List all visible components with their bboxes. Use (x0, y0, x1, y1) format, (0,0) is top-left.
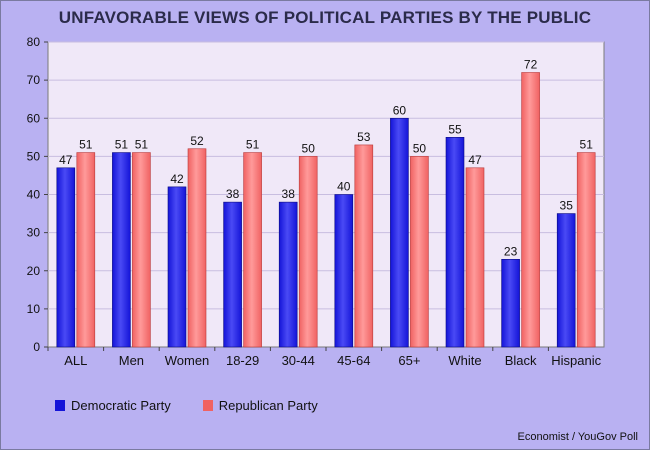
bar-republican-65+ (410, 156, 429, 348)
bar-democratic-all (56, 167, 76, 348)
bar-democratic-65+ (390, 117, 409, 348)
bars (56, 72, 596, 348)
bar-republican-18-29 (243, 152, 262, 348)
x-tick-label: Men (119, 353, 144, 368)
x-tick-label: Black (505, 353, 537, 368)
bar-democratic-hispanic (556, 213, 576, 348)
bar-democratic-white (445, 137, 465, 348)
y-tick-label: 20 (27, 264, 41, 278)
data-label-democratic: 55 (448, 122, 462, 136)
legend-swatch-democratic (55, 400, 65, 411)
axes: 0 10 20 30 40 50 60 70 80 ALL Men Women 18-29 30-44 45… (27, 35, 602, 368)
source-note: Economist / YouGov Poll (517, 431, 638, 443)
bar-republican-45-64 (354, 144, 374, 348)
x-tick-label: Women (165, 353, 210, 368)
y-tick-label: 50 (27, 149, 41, 163)
data-label-democratic: 51 (115, 138, 129, 152)
x-tick-label: 45-64 (337, 353, 370, 368)
bar-democratic-women (167, 186, 187, 348)
data-label-republican: 51 (79, 138, 93, 152)
x-tick-label: 65+ (398, 353, 420, 368)
bar-republican-black (521, 72, 540, 348)
chart-title: UNFAVORABLE VIEWS OF POLITICAL PARTIES B… (58, 8, 592, 27)
bar-republican-men (132, 152, 151, 348)
data-label-democratic: 40 (337, 180, 351, 194)
bar-republican-all (76, 152, 96, 348)
data-label-democratic: 38 (226, 187, 240, 201)
data-label-democratic: 38 (282, 187, 296, 201)
y-tick-label: 40 (27, 188, 41, 202)
data-label-republican: 50 (413, 141, 427, 155)
data-label-democratic: 47 (59, 153, 73, 167)
bar-republican-30-44 (298, 156, 318, 348)
bar-republican-white (465, 167, 485, 348)
data-label-republican: 51 (135, 138, 149, 152)
y-tick-label: 80 (27, 35, 41, 49)
bar-democratic-black (501, 259, 520, 348)
legend: Democratic Party Republican Party (55, 398, 318, 413)
data-label-republican: 52 (190, 134, 204, 148)
x-tick-label: 30-44 (282, 353, 315, 368)
data-label-democratic: 60 (393, 103, 407, 117)
data-label-republican: 72 (524, 58, 538, 72)
data-label-republican: 50 (302, 141, 316, 155)
bar-republican-women (187, 148, 207, 348)
data-label-republican: 51 (580, 138, 594, 152)
data-label-democratic: 23 (504, 244, 518, 258)
bar-democratic-men (112, 152, 131, 348)
legend-label-republican: Republican Party (218, 398, 318, 413)
bar-democratic-30-44 (278, 201, 298, 348)
y-tick-label: 10 (27, 302, 41, 316)
y-tick-label: 70 (27, 73, 41, 87)
data-label-republican: 53 (357, 130, 371, 144)
x-tick-label: Hispanic (551, 353, 601, 368)
bar-democratic-45-64 (334, 194, 354, 348)
x-tick-label: White (448, 353, 481, 368)
legend-item-republican: Republican Party (202, 398, 318, 413)
data-labels: 47 51 51 51 42 52 38 51 38 50 40 53 60 50 55 47 23 72 35 51 (59, 58, 593, 259)
bar-republican-hispanic (576, 152, 596, 348)
data-label-republican: 47 (468, 153, 482, 167)
x-tick-label: ALL (64, 353, 87, 368)
bar-democratic-18-29 (223, 201, 242, 348)
x-tick-label: 18-29 (226, 353, 259, 368)
y-tick-label: 30 (27, 226, 41, 240)
legend-label-democratic: Democratic Party (71, 398, 171, 413)
legend-swatch-republican (202, 400, 213, 411)
legend-item-democratic: Democratic Party (55, 398, 171, 413)
y-tick-label: 60 (27, 111, 41, 125)
data-label-democratic: 42 (170, 172, 184, 186)
y-tick-label: 0 (33, 340, 40, 354)
data-label-democratic: 35 (560, 199, 574, 213)
data-label-republican: 51 (246, 138, 260, 152)
